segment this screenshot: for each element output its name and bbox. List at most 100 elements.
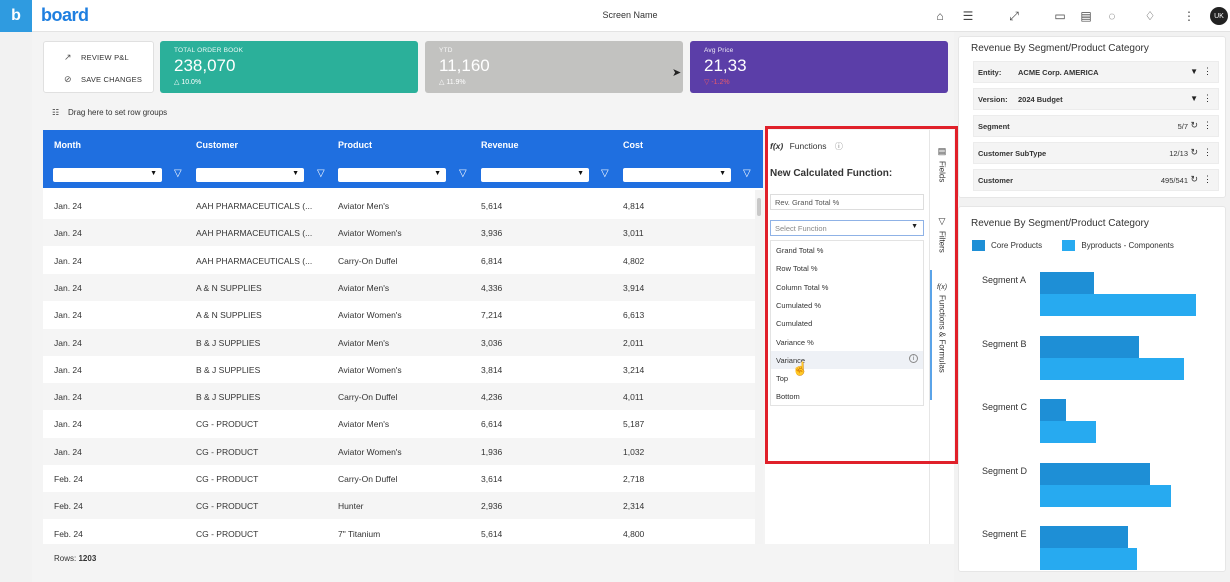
active-tab-indicator — [930, 270, 932, 400]
more-icon[interactable]: ⋮ — [1203, 147, 1212, 157]
row-group-drop-zone[interactable]: ☷ Drag here to set row groups — [52, 108, 167, 117]
legend-item-core-products[interactable]: Core Products — [972, 240, 1042, 251]
column-header-month[interactable]: Month — [54, 140, 81, 150]
function-option[interactable]: Column Total % — [771, 278, 923, 296]
bar-byproducts[interactable] — [1040, 421, 1096, 443]
function-option[interactable]: Grand Total % — [771, 241, 923, 259]
function-option[interactable]: Cumulated — [771, 314, 923, 332]
column-header-product[interactable]: Product — [338, 140, 373, 150]
function-icon: f(x) — [770, 141, 784, 151]
tab-filters[interactable]: ▽ Filters — [930, 216, 954, 253]
side-tabs: ▤ Fields ▽ Filters f(x) Functions & Form… — [929, 130, 954, 544]
more-icon[interactable]: ⋮ — [1183, 9, 1195, 23]
table-row[interactable]: Feb. 24 CG - PRODUCT Carry-On Duffel 3,614 2… — [43, 465, 755, 492]
table-row[interactable]: Jan. 24 B & J SUPPLIES Aviator Men's 3,036 2… — [43, 328, 755, 356]
bar-core-products[interactable] — [1040, 399, 1066, 421]
table-row[interactable]: Jan. 24 AAH PHARMACEUTICALS (... Aviator M… — [43, 192, 755, 219]
kpi-avg-price[interactable]: Avg Price 21,33 ▽ -1.2% — [690, 41, 948, 93]
presentation-icon[interactable]: ▤ — [1080, 9, 1092, 23]
revenue-filter-dropdown[interactable]: ▼ — [481, 168, 589, 182]
column-header-revenue[interactable]: Revenue — [481, 140, 519, 150]
customer-subtype-select[interactable]: Customer SubType 12/13 ↻ ⋮ — [973, 142, 1219, 164]
bar-byproducts[interactable] — [1040, 548, 1137, 570]
table-row[interactable]: Feb. 24 CG - PRODUCT 7" Titanium 5,614 4,800 — [43, 520, 755, 544]
function-option[interactable]: Variance i — [771, 350, 923, 369]
legend-label: Byproducts - Components — [1081, 240, 1174, 250]
app-logo[interactable]: b — [0, 0, 32, 32]
table-row[interactable]: Jan. 24 CG - PRODUCT Aviator Men's 6,614 5,1… — [43, 410, 755, 437]
hand-pointer-icon: ☝ — [792, 361, 809, 376]
segment-select[interactable]: Segment 5/7 ↻ ⋮ — [973, 115, 1219, 137]
filter-icon[interactable]: ▽ — [174, 168, 182, 179]
more-icon[interactable]: ⋮ — [1203, 93, 1212, 103]
reset-icon[interactable]: ↻ — [1190, 147, 1198, 157]
segment-count: 5/7 — [1177, 122, 1188, 131]
more-icon[interactable]: ⋮ — [1203, 120, 1212, 130]
select-function-dropdown[interactable]: Select Function ▼ — [770, 220, 924, 236]
legend-item-byproducts[interactable]: Byproducts - Components — [1062, 240, 1174, 251]
table-row[interactable]: Feb. 24 CG - PRODUCT Hunter 2,936 2,314 — [43, 492, 755, 520]
kpi-total-order-book[interactable]: TOTAL ORDER BOOK 238,070 △ 10.0% — [160, 41, 418, 93]
home-icon[interactable]: ⌂ — [936, 9, 944, 23]
table-cell: Carry-On Duffel — [338, 392, 398, 403]
table-cell: Jan. 24 — [54, 255, 82, 266]
bar-core-products[interactable] — [1040, 462, 1150, 485]
table-cell: 2,011 — [623, 337, 644, 348]
function-name-input[interactable]: Rev. Grand Total % — [770, 194, 924, 210]
reset-icon[interactable]: ↻ — [1190, 174, 1198, 184]
info-icon[interactable]: ⓘ — [834, 142, 843, 151]
month-filter-dropdown[interactable]: ▼ — [53, 168, 162, 182]
table-row[interactable]: Jan. 24 A & N SUPPLIES Aviator Women's 7,21… — [43, 301, 755, 328]
column-header-customer[interactable]: Customer — [196, 140, 239, 150]
table-row[interactable]: Jan. 24 B & J SUPPLIES Carry-On Duffel 4,23… — [43, 383, 755, 411]
table-row[interactable]: Jan. 24 AAH PHARMACEUTICALS (... Carry-On … — [43, 247, 755, 274]
more-icon[interactable]: ⋮ — [1203, 66, 1212, 76]
info-icon[interactable]: i — [909, 353, 918, 363]
customer-select[interactable]: Customer 495/541 ↻ ⋮ — [973, 169, 1219, 191]
filter-icon[interactable]: ▽ — [317, 168, 325, 179]
filter-icon[interactable]: ▽ — [601, 168, 609, 179]
table-row[interactable]: Jan. 24 CG - PRODUCT Aviator Women's 1,936 1… — [43, 437, 755, 465]
entity-select[interactable]: Entity: ACME Corp. AMERICA ▼ ⋮ — [973, 61, 1219, 83]
table-cell: 2,936 — [481, 501, 503, 512]
table-row[interactable]: Jan. 24 A & N SUPPLIES Aviator Men's 4,336 3… — [43, 273, 755, 301]
reset-icon[interactable]: ↻ — [1190, 120, 1198, 130]
function-option[interactable]: Top — [771, 369, 923, 387]
bar-core-products[interactable] — [1040, 526, 1128, 548]
review-pl-button[interactable]: ↗ REVIEW P&L — [44, 47, 155, 67]
table-cell: Jan. 24 — [54, 419, 82, 430]
filter-icon[interactable]: ▽ — [459, 168, 467, 179]
avatar[interactable]: UK — [1210, 7, 1228, 25]
more-icon[interactable]: ⋮ — [1203, 174, 1212, 184]
save-changes-button[interactable]: ⊘ SAVE CHANGES — [44, 69, 155, 89]
grid-scrollbar[interactable] — [755, 190, 763, 544]
bar-byproducts[interactable] — [1040, 484, 1171, 507]
bell-icon[interactable]: ♢ — [1144, 9, 1156, 23]
column-header-cost[interactable]: Cost — [623, 140, 643, 150]
comment-icon[interactable]: ▭ — [1054, 9, 1066, 23]
table-row[interactable]: Jan. 24 AAH PHARMACEUTICALS (... Aviator W… — [43, 219, 755, 247]
bar-core-products[interactable] — [1040, 272, 1094, 294]
function-option[interactable]: Variance % — [771, 333, 923, 351]
chat-icon[interactable]: ◌ — [1108, 9, 1116, 23]
tab-fields[interactable]: ▤ Fields — [930, 146, 954, 182]
customer-filter-dropdown[interactable]: ▼ — [196, 168, 304, 182]
filter-icon[interactable]: ▽ — [743, 168, 751, 179]
bar-core-products[interactable] — [1040, 335, 1139, 358]
tab-functions-formulas[interactable]: f(x) Functions & Formulas — [930, 284, 954, 373]
expand-icon[interactable]: ⤢ — [1009, 8, 1019, 23]
cost-filter-dropdown[interactable]: ▼ — [623, 168, 731, 182]
customer-subtype-count: 12/13 — [1169, 149, 1188, 158]
bar-byproducts[interactable] — [1040, 294, 1196, 316]
function-option[interactable]: Bottom — [771, 387, 923, 405]
scrollbar-thumb[interactable] — [757, 198, 761, 216]
bar-byproducts[interactable] — [1040, 357, 1184, 380]
version-select[interactable]: Version: 2024 Budget ▼ ⋮ — [973, 88, 1219, 110]
function-option[interactable]: Row Total % — [771, 259, 923, 277]
function-option[interactable]: Cumulated % — [771, 296, 923, 314]
table-row[interactable]: Jan. 24 B & J SUPPLIES Aviator Women's 3,81… — [43, 356, 755, 383]
product-filter-dropdown[interactable]: ▼ — [338, 168, 446, 182]
layout-icon[interactable]: ☰ — [962, 9, 974, 23]
table-cell: 1,936 — [481, 446, 503, 457]
kpi-ytd[interactable]: YTD 11,160 △ 11.9% — [425, 41, 683, 93]
